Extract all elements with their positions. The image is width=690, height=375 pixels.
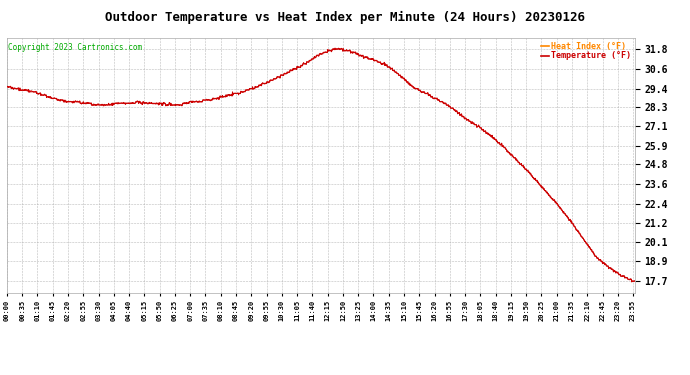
Legend: Heat Index (°F), Temperature (°F): Heat Index (°F), Temperature (°F)	[541, 42, 631, 60]
Text: Outdoor Temperature vs Heat Index per Minute (24 Hours) 20230126: Outdoor Temperature vs Heat Index per Mi…	[105, 11, 585, 24]
Text: Copyright 2023 Cartronics.com: Copyright 2023 Cartronics.com	[8, 43, 141, 52]
